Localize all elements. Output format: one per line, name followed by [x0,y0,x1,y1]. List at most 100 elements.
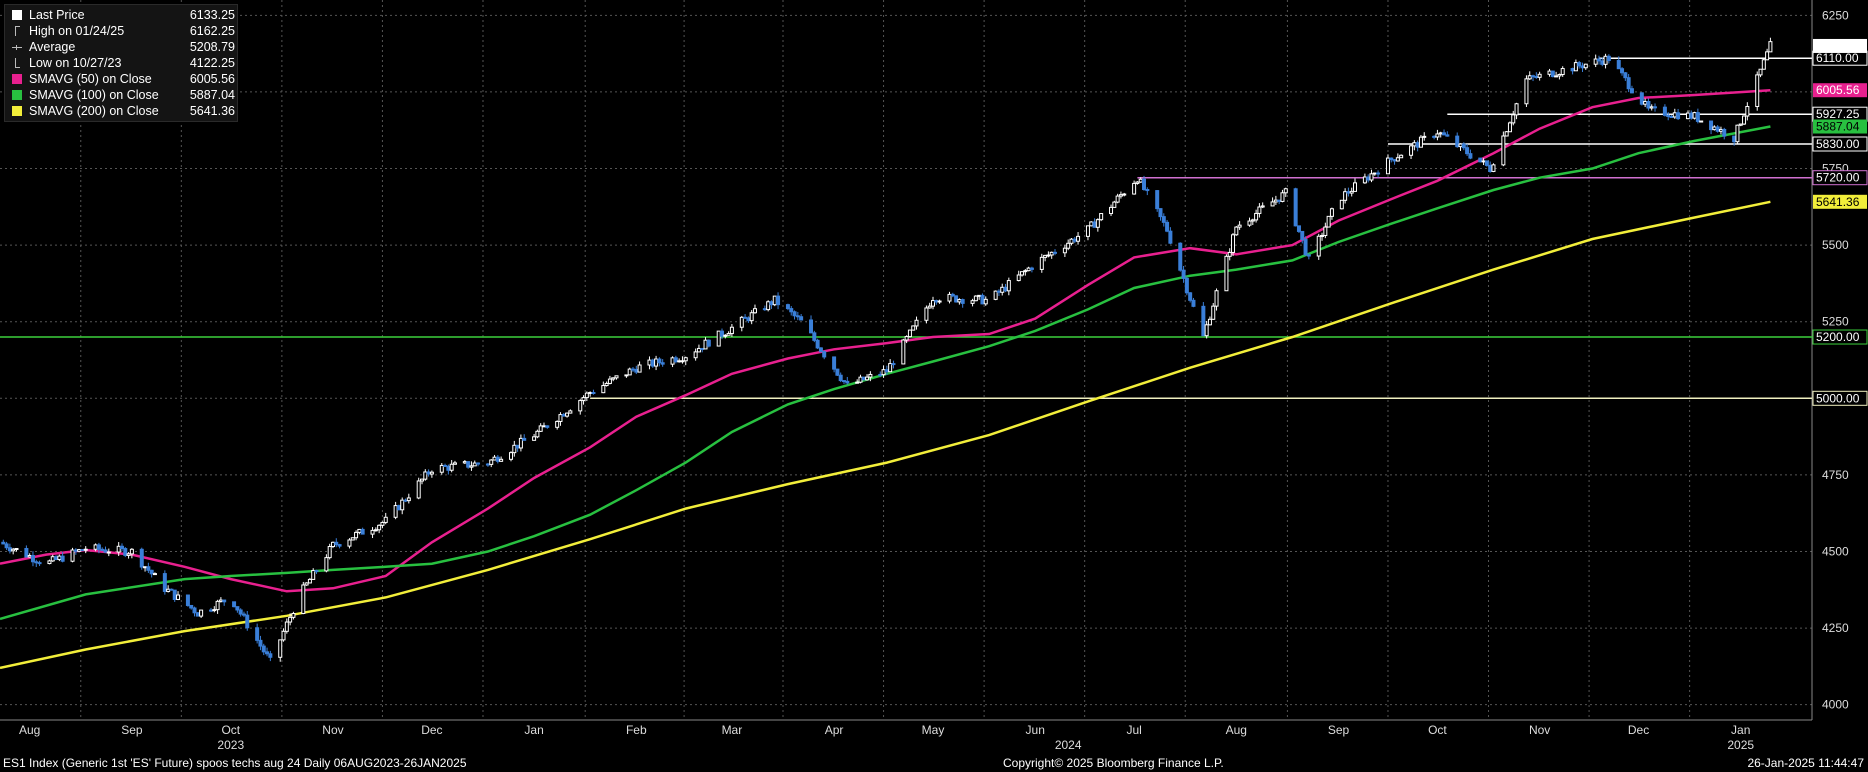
candle-body [80,549,85,552]
level-badge [1812,170,1868,186]
candle-body [162,573,167,592]
candle-body [1049,251,1054,256]
candle-body [354,531,359,539]
candle-body [1168,230,1173,244]
candle-body [1329,208,1334,217]
level-label: 5830.00 [1816,137,1860,151]
candle-body [1761,59,1766,70]
level-badge [1812,136,1868,152]
candle-body [1303,238,1308,256]
candle-body [584,392,589,399]
legend-item-sma100: SMAVG (100) on Close 5887.04 [7,87,235,103]
candle-body [4,543,9,549]
candle-body [1046,254,1051,257]
candle-body [7,547,12,552]
x-tick-label: May [922,723,945,737]
candle-body [278,639,283,658]
candle-body [743,316,748,319]
candle-body [1616,60,1621,70]
candle-body [37,562,42,565]
candle-body [485,463,490,466]
candle-body [670,357,675,365]
candle-body [1161,216,1166,223]
candle-body [865,376,870,381]
candle-body [1273,199,1278,203]
candle-body [1349,190,1354,194]
candle-body [723,334,728,337]
candle-body [1346,191,1351,194]
sma-value-badge [1813,119,1867,134]
candle-body [241,613,246,616]
candle-body [749,312,754,322]
candle-body [1643,100,1648,105]
x-tick-label: Aug [19,723,40,737]
y-tick-label: 4250 [1822,621,1849,635]
x-year-label: 2024 [1055,738,1082,752]
candle-body [1138,178,1143,183]
x-tick-label: Nov [1529,723,1550,737]
candle-body [545,425,550,428]
candle-body [1201,305,1206,337]
sma-value-badge [1813,83,1867,98]
candle-body [1270,201,1275,207]
candle-body [1395,157,1400,162]
candle-body [1158,208,1163,218]
candle-body [1191,299,1196,307]
candle-body [535,430,540,438]
candle-body [189,604,194,609]
candle-body [881,369,886,376]
candle-body [1689,112,1694,119]
candle-body [1092,221,1097,228]
legend-item-sma50: SMAVG (50) on Close 6005.56 [7,71,235,87]
candle-body [657,358,662,364]
candle-body [469,465,474,468]
candle-body [1732,135,1737,143]
candle-body [1662,106,1667,116]
x-year-label: 2023 [217,738,244,752]
level-label: 5927.25 [1816,107,1860,121]
legend-square-icon [12,106,24,116]
candle-body [650,359,655,367]
candle-body [1455,135,1460,148]
candle-body [1069,238,1074,244]
x-tick-label: Oct [1428,723,1447,737]
candle-body [901,339,906,365]
candle-body [1672,112,1677,118]
candle-body [1227,251,1232,257]
candle-body [11,548,16,552]
candle-body [1488,164,1493,172]
candle-body [1115,195,1120,203]
candle-body [630,368,635,371]
legend-value: 4122.25 [189,56,235,70]
candle-body [789,308,794,313]
candle-body [143,566,148,569]
candle-body [416,480,421,499]
sma-series-line [0,200,1771,670]
candle-body [1362,176,1367,184]
candle-body [123,548,128,556]
candle-body [924,307,929,321]
candle-body [1484,160,1489,166]
candle-body [1214,290,1219,307]
candle-body [1062,247,1067,254]
candle-body [1142,178,1147,190]
candle-body [462,461,467,464]
candle-body [627,368,632,376]
candle-body [861,376,866,381]
candle-body [937,300,942,303]
legend-item-high: High on 01/24/25 6162.25 [7,23,235,39]
legend-label: Average [29,40,76,54]
footer-description: ES1 Index (Generic 1st 'ES' Future) spoo… [3,756,467,770]
candle-body [1260,205,1265,208]
candle-body [696,347,701,353]
candle-body [380,521,385,526]
candle-body [238,609,243,615]
candle-body [304,582,309,586]
candle-body [647,359,652,366]
candle-body [1596,58,1601,62]
candle-body [1768,41,1773,53]
candle-body [1560,68,1565,76]
candle-body [446,465,451,471]
candle-body [1300,230,1305,240]
